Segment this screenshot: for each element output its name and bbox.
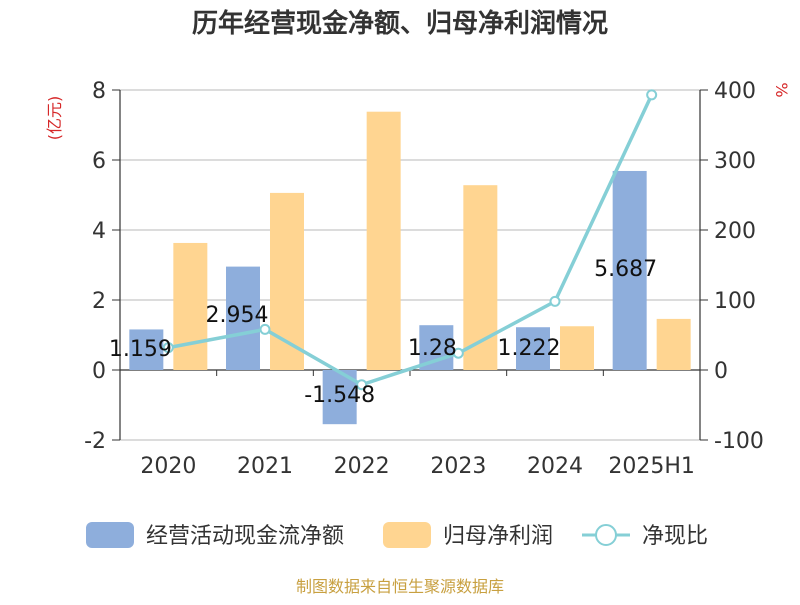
left-tick-label: 8 (92, 79, 106, 104)
x-tick-label: 2025H1 (608, 454, 695, 479)
right-tick-label: 200 (714, 219, 756, 244)
ratio-point (162, 342, 174, 354)
chart-title: 历年经营现金净额、归母净利润情况 (192, 8, 608, 39)
bar (129, 329, 164, 370)
source-note: 制图数据来自恒生聚源数据库 (296, 577, 504, 596)
bars (129, 111, 691, 425)
ratio-line (162, 89, 658, 391)
x-tick-label: 2023 (430, 454, 486, 479)
legend-label: 净现比 (642, 524, 708, 549)
left-axis-label: (亿元) (45, 96, 64, 141)
left-tick-label: 0 (92, 359, 106, 384)
bar (366, 111, 401, 370)
bar-data-label: 5.687 (594, 257, 657, 282)
bar (612, 170, 647, 370)
right-tick-label: 0 (714, 359, 728, 384)
bar (226, 266, 260, 370)
right-tick-label: 400 (714, 79, 756, 104)
bar (656, 318, 691, 370)
right-axis-label: % (772, 82, 791, 97)
x-tick-label: 2021 (237, 454, 293, 479)
right-tick-label: 100 (714, 289, 756, 314)
bar (463, 185, 498, 370)
ratio-point (452, 347, 464, 359)
bar (516, 327, 550, 370)
left-tick-label: 6 (92, 149, 106, 174)
x-tick-label: 2022 (334, 454, 390, 479)
x-tick-label: 2020 (140, 454, 196, 479)
bar-data-label: 1.28 (408, 336, 457, 361)
ratio-point (259, 323, 271, 335)
bar-data-label: 1.222 (498, 336, 561, 361)
right-tick-label: 300 (714, 149, 756, 174)
legend: 经营活动现金流净额 归母净利润 净现比 (86, 522, 708, 549)
data-labels: 1.159 2.954 -1.548 1.28 1.222 5.687 (109, 257, 657, 408)
x-tick-label: 2024 (527, 454, 583, 479)
legend-marker (595, 524, 617, 546)
right-tick-label: -100 (714, 429, 764, 454)
ratio-line-path (168, 94, 654, 387)
bar-data-label: 2.954 (206, 303, 269, 328)
bar (560, 326, 594, 370)
legend-label: 归母净利润 (443, 524, 553, 549)
ratio-point (356, 379, 368, 391)
bar (173, 242, 208, 370)
axes: -2 0 2 4 6 8 -100 0 100 200 300 400 (亿元)% 2020 2021 202… (45, 79, 791, 479)
bar-data-label: -1.548 (304, 383, 375, 408)
legend-swatch (383, 522, 431, 548)
ratio-point (646, 89, 658, 101)
left-tick-label: -2 (84, 429, 106, 454)
legend-label: 经营活动现金流净额 (146, 524, 344, 549)
left-tick-label: 4 (92, 219, 106, 244)
left-tick-label: 2 (92, 289, 106, 314)
ratio-point (549, 295, 561, 307)
legend-swatch (86, 522, 134, 548)
bar-data-label: 1.159 (109, 337, 172, 362)
